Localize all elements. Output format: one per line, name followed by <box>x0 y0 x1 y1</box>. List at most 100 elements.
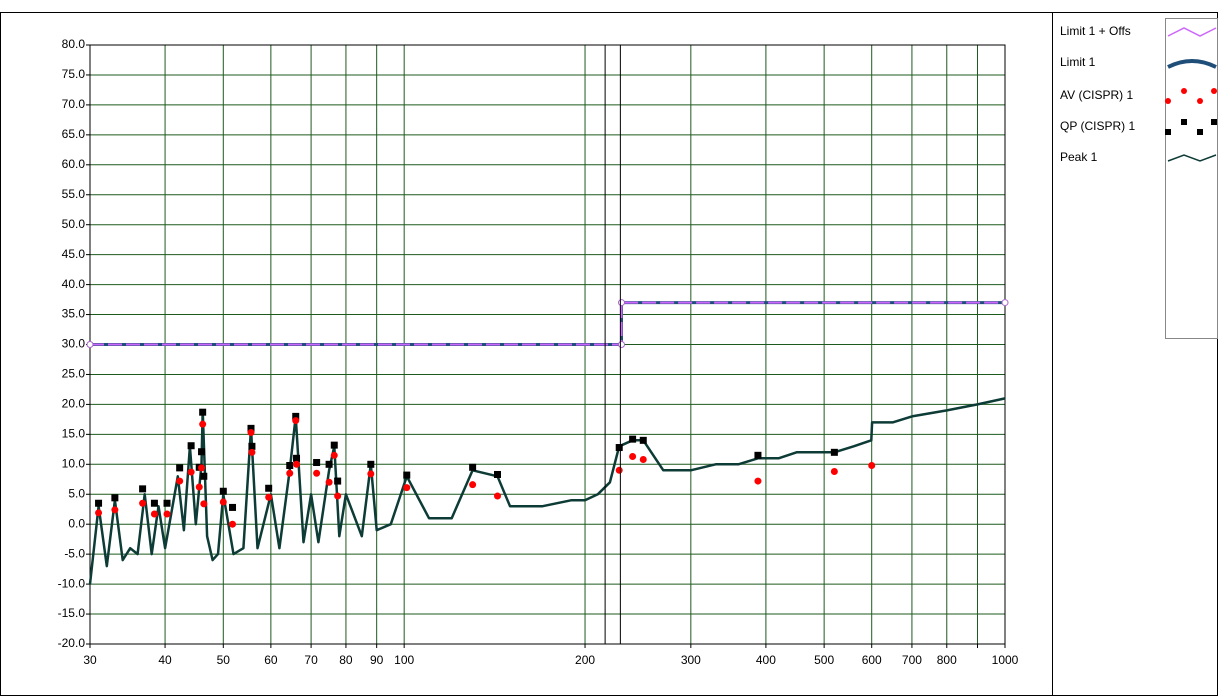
av-point <box>292 417 300 425</box>
y-tick-label: 70.0 <box>62 97 86 111</box>
y-tick-label: 20.0 <box>62 397 86 411</box>
av-point <box>639 456 647 464</box>
av-point <box>199 420 207 428</box>
x-tick-label: 500 <box>814 653 834 667</box>
x-tick-label: 1000 <box>992 653 1019 667</box>
legend-symbol <box>1181 88 1187 94</box>
qp-point <box>229 503 237 511</box>
legend-symbol <box>1197 98 1203 104</box>
av-point <box>139 499 147 507</box>
x-tick-label: 400 <box>756 653 776 667</box>
y-tick-label: 15.0 <box>62 427 86 441</box>
x-tick-label: 300 <box>681 653 701 667</box>
qp-point <box>334 477 342 485</box>
qp-point <box>367 460 375 468</box>
limit-vertex <box>86 341 94 348</box>
av-point <box>163 510 171 518</box>
y-tick-label: -20.0 <box>58 636 86 650</box>
legend-symbol <box>1165 129 1171 135</box>
y-tick-label: 25.0 <box>62 367 86 381</box>
x-tick-label: 30 <box>83 653 97 667</box>
y-tick-label: 0.0 <box>68 516 85 530</box>
av-point <box>313 469 321 477</box>
av-point <box>334 492 342 500</box>
av-point <box>200 500 208 508</box>
y-tick-label: -15.0 <box>58 606 86 620</box>
qp-point <box>286 461 294 469</box>
av-point <box>615 466 623 474</box>
x-tick-label: 100 <box>394 653 414 667</box>
qp-point <box>199 408 207 416</box>
legend-symbol <box>1211 119 1217 125</box>
av-point <box>247 429 255 437</box>
av-point <box>330 451 338 459</box>
qp-point <box>150 499 158 507</box>
av-point <box>229 520 237 528</box>
qp-point <box>629 435 637 443</box>
y-tick-label: -10.0 <box>58 576 86 590</box>
legend-label: QP (CISPR) 1 <box>1060 119 1135 133</box>
av-point <box>629 453 637 461</box>
qp-point <box>830 448 838 456</box>
av-point <box>293 460 301 468</box>
av-point <box>754 477 762 485</box>
qp-point <box>139 485 147 493</box>
qp-point <box>95 499 103 507</box>
qp-point <box>187 442 195 450</box>
av-point <box>286 469 294 477</box>
y-tick-label: 45.0 <box>62 247 86 261</box>
y-tick-label: 35.0 <box>62 307 86 321</box>
legend-symbol <box>1167 154 1217 162</box>
qp-point <box>247 424 255 432</box>
x-tick-label: 700 <box>902 653 922 667</box>
av-point <box>248 448 256 456</box>
qp-point <box>639 436 647 444</box>
legend-label: Peak 1 <box>1060 150 1098 164</box>
qp-point <box>313 459 321 467</box>
av-point <box>265 493 273 501</box>
x-tick-label: 200 <box>575 653 595 667</box>
qp-point <box>615 444 623 452</box>
x-tick-label: 60 <box>264 653 278 667</box>
y-tick-label: 40.0 <box>62 277 86 291</box>
x-tick-label: 800 <box>937 653 957 667</box>
qp-point <box>163 499 171 507</box>
qp-point <box>292 412 300 420</box>
x-tick-label: 90 <box>370 653 384 667</box>
av-point <box>325 478 333 486</box>
av-point <box>219 498 227 506</box>
y-tick-label: -5.0 <box>64 546 85 560</box>
x-tick-label: 50 <box>217 653 231 667</box>
x-tick-label: 600 <box>862 653 882 667</box>
av-point <box>195 483 203 491</box>
y-tick-label: 50.0 <box>62 217 86 231</box>
y-tick-label: 10.0 <box>62 456 86 470</box>
y-tick-label: 65.0 <box>62 127 86 141</box>
av-point <box>493 492 501 500</box>
av-point <box>403 484 411 492</box>
y-tick-label: 30.0 <box>62 337 86 351</box>
legend-label: Limit 1 + Offs <box>1060 24 1131 38</box>
legend-box <box>1165 18 1218 339</box>
legend-symbol <box>1167 27 1217 37</box>
qp-point <box>176 464 184 472</box>
legend-label: Limit 1 <box>1060 55 1096 69</box>
av-point <box>868 461 876 469</box>
legend-label: AV (CISPR) 1 <box>1060 88 1133 102</box>
limit-vertex <box>618 299 626 307</box>
av-point <box>111 506 119 514</box>
qp-point <box>330 441 338 449</box>
x-tick-label: 70 <box>304 653 318 667</box>
av-point <box>367 470 375 478</box>
legend-symbol <box>1181 119 1187 125</box>
av-point <box>95 509 103 517</box>
legend-symbol <box>1197 129 1203 135</box>
series-line <box>90 301 1005 346</box>
qp-point <box>325 460 333 468</box>
qp-point <box>265 484 273 492</box>
av-point <box>198 464 206 472</box>
y-tick-label: 80.0 <box>62 37 86 51</box>
limit-vertex <box>618 341 626 348</box>
qp-point <box>198 448 206 456</box>
